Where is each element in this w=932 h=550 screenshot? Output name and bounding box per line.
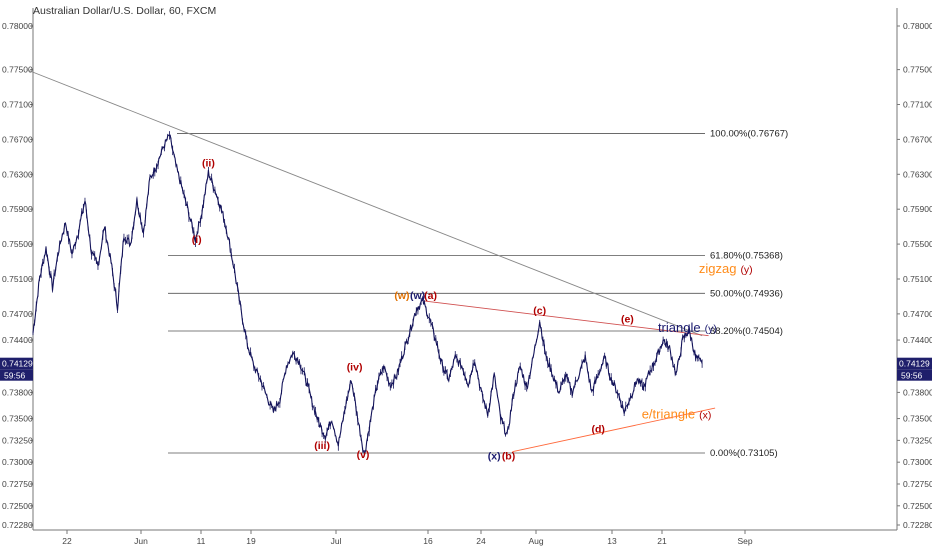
y-tick-label-left: 0.73800 — [2, 387, 33, 397]
pattern-label: zigzag (y) — [699, 261, 753, 276]
x-tick-label: Aug — [528, 536, 543, 546]
y-tick-label-right: 0.77100 — [903, 100, 932, 110]
pattern-suffix: (x) — [699, 410, 711, 422]
x-tick-label: 22 — [62, 536, 72, 546]
fib-level-label: 50.00%(0.74936) — [710, 288, 783, 299]
countdown-label-left: 59:56 — [4, 371, 26, 381]
wave-label: (i) — [192, 234, 202, 246]
y-tick-label-right: 0.74700 — [903, 309, 932, 319]
y-tick-label-right: 0.75500 — [903, 239, 932, 249]
pattern-suffix: (y) — [740, 264, 752, 276]
y-tick-label-right: 0.73500 — [903, 414, 932, 424]
pattern-label: triangle (y) — [658, 320, 717, 335]
y-tick-label-right: 0.75100 — [903, 274, 932, 284]
y-tick-label-right: 0.73250 — [903, 435, 932, 445]
y-tick-label-left: 0.76300 — [2, 169, 33, 179]
y-tick-label-right: 0.72750 — [903, 479, 932, 489]
trendlines[interactable] — [26, 69, 716, 453]
wave-label: (d) — [591, 424, 604, 436]
fib-level-label: 0.00%(0.73105) — [710, 448, 778, 459]
chart-frame — [32, 8, 898, 531]
trendline-main-downtrend — [26, 69, 703, 337]
wave-labels: (i)(ii)(iii)(iv)(v)(w) (w)(a)(b)(x)(c)(d)… — [192, 157, 634, 462]
wave-label: (w) — [410, 290, 425, 302]
pattern-name: zigzag — [699, 261, 737, 276]
trendline-triangle-upper — [422, 300, 709, 337]
pattern-name: e/triangle — [642, 407, 695, 422]
y-tick-label-right: 0.72500 — [903, 501, 932, 511]
y-tick-label-left: 0.74700 — [2, 309, 33, 319]
y-tick-label-right: 0.77500 — [903, 65, 932, 75]
y-tick-label-right: 0.73800 — [903, 387, 932, 397]
wave-label: (iv) — [347, 362, 363, 374]
y-tick-label-left: 0.75900 — [2, 204, 33, 214]
current-price-tag: 0.74129 59:56 0.74129 59:56 — [0, 357, 932, 381]
y-tick-label-left: 0.77100 — [2, 100, 33, 110]
y-tick-label-left: 0.74400 — [2, 335, 33, 345]
current-price-box-left — [0, 357, 33, 370]
wave-label: (c) — [533, 305, 546, 317]
pattern-label: e/triangle (x) — [642, 407, 712, 422]
wave-label: (x) — [488, 451, 501, 463]
price-axis[interactable]: 0.78000 0.78000 0.77500 0.77500 0.77100 0.771… — [2, 21, 932, 530]
x-tick-label: 16 — [423, 536, 433, 546]
y-tick-label-right: 0.73000 — [903, 457, 932, 467]
wave-label: (w) — [394, 290, 409, 302]
y-tick-label-left: 0.72500 — [2, 501, 33, 511]
y-tick-label-left: 0.73500 — [2, 414, 33, 424]
x-tick-label: Sep — [737, 536, 752, 546]
y-tick-label-left: 0.73250 — [2, 435, 33, 445]
fib-level-label: 38.20%(0.74504) — [710, 326, 783, 337]
wave-label: (e) — [621, 314, 634, 326]
fibonacci-retracement[interactable]: 100.00%(0.76767) 61.80%(0.75368) 50.00%(0.… — [168, 129, 788, 459]
y-tick-label-right: 0.74400 — [903, 335, 932, 345]
countdown-label-right: 59:56 — [901, 371, 923, 381]
x-tick-label: Jul — [331, 536, 342, 546]
pattern-labels: zigzag (y)triangle (y)e/triangle (x) — [642, 261, 753, 422]
y-tick-label-right: 0.76700 — [903, 134, 932, 144]
x-tick-label: 19 — [246, 536, 256, 546]
countdown-box-right — [897, 369, 932, 381]
pattern-suffix: (y) — [705, 323, 717, 335]
y-tick-label-left: 0.72750 — [2, 479, 33, 489]
wave-label: (ii) — [202, 157, 215, 169]
y-tick-label-right: 0.75900 — [903, 204, 932, 214]
x-tick-label: 11 — [197, 536, 206, 546]
y-tick-label-left: 0.76700 — [2, 134, 33, 144]
current-price-box-right — [897, 357, 932, 370]
price-series — [32, 131, 703, 457]
y-tick-label-right: 0.72280 — [903, 520, 932, 530]
current-price-label-left: 0.74129 — [2, 359, 33, 369]
pattern-name: triangle — [658, 320, 701, 335]
y-tick-label-left: 0.77500 — [2, 65, 33, 75]
fib-level-label: 61.80%(0.75368) — [710, 251, 783, 262]
chart-title: Australian Dollar/U.S. Dollar, 60, FXCM — [33, 5, 216, 17]
y-tick-label-right: 0.78000 — [903, 21, 932, 31]
y-tick-label-left: 0.73000 — [2, 457, 33, 467]
x-tick-label: 13 — [607, 536, 617, 546]
y-tick-label-left: 0.78000 — [2, 21, 33, 31]
y-tick-label-right: 0.76300 — [903, 169, 932, 179]
x-tick-label: Jun — [134, 536, 148, 546]
y-tick-label-left: 0.75100 — [2, 274, 33, 284]
current-price-label-right: 0.74129 — [899, 359, 930, 369]
fib-level-label: 100.00%(0.76767) — [710, 129, 788, 140]
countdown-box-left — [0, 369, 33, 381]
x-tick-label: 24 — [476, 536, 486, 546]
wave-label: (a) — [424, 290, 437, 302]
wave-label: (iii) — [314, 440, 330, 452]
y-tick-label-left: 0.72280 — [2, 520, 33, 530]
wave-label: (b) — [502, 451, 515, 463]
wave-label: (v) — [357, 449, 370, 461]
x-tick-label: 21 — [657, 536, 667, 546]
trendline-triangle-lower — [512, 407, 716, 453]
time-axis[interactable]: 22 Jun 11 19 Jul 16 24 Aug 13 21 Sep — [62, 530, 753, 546]
y-tick-label-left: 0.75500 — [2, 239, 33, 249]
